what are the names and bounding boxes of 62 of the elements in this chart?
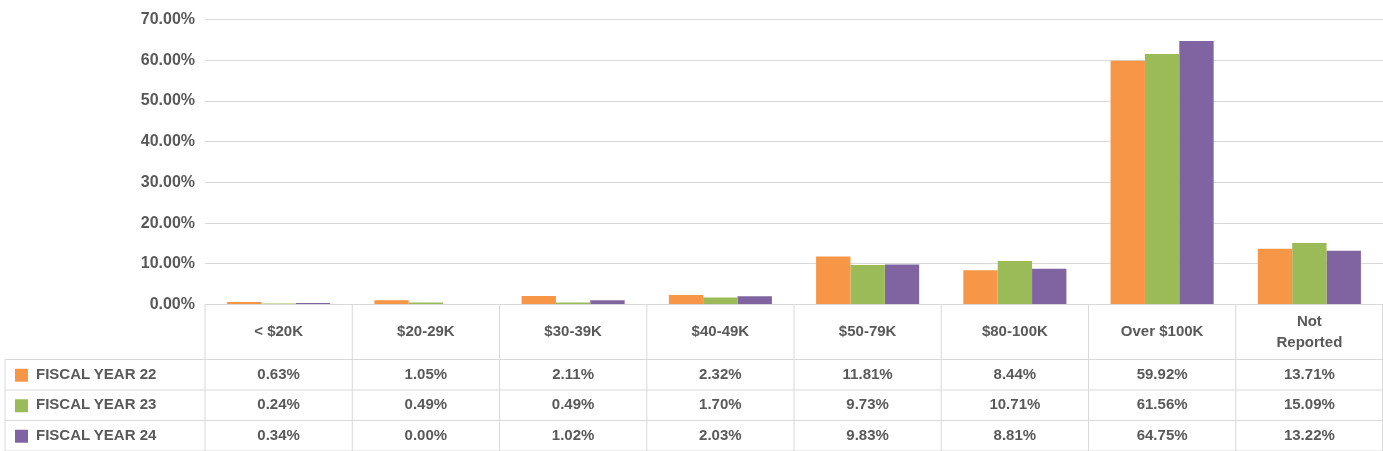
x-tick-label: $40-49K bbox=[691, 322, 750, 340]
y-tick-label: 10.00% bbox=[140, 254, 195, 272]
y-tick-label: 40.00% bbox=[140, 132, 195, 150]
bar bbox=[521, 295, 556, 304]
bar bbox=[703, 297, 738, 304]
data-label: 2.03% bbox=[699, 425, 742, 443]
legend-label: FISCAL YEAR 23 bbox=[36, 395, 157, 413]
data-label: 1.70% bbox=[699, 395, 742, 413]
x-tick-label: $20-29K bbox=[397, 322, 455, 340]
bar bbox=[816, 256, 851, 304]
bar bbox=[997, 260, 1033, 304]
bar bbox=[1110, 60, 1145, 304]
bar bbox=[1257, 248, 1293, 304]
y-tick-label: 70.00% bbox=[140, 10, 195, 28]
data-label: 8.44% bbox=[993, 364, 1037, 382]
y-tick-label: 30.00% bbox=[140, 172, 195, 190]
data-label: 0.00% bbox=[404, 425, 448, 443]
data-label: 0.24% bbox=[257, 395, 300, 413]
x-tick-label: $50-79K bbox=[838, 322, 897, 340]
data-label: 0.34% bbox=[257, 425, 300, 443]
y-tick-label: 0.00% bbox=[149, 294, 195, 312]
bar bbox=[590, 300, 625, 304]
data-label: 0.49% bbox=[404, 395, 448, 413]
data-label: 1.05% bbox=[404, 364, 448, 382]
data-label: 11.81% bbox=[842, 364, 893, 382]
data-label: 59.92% bbox=[1136, 364, 1188, 382]
legend-label: FISCAL YEAR 22 bbox=[36, 364, 157, 382]
data-label: 13.22% bbox=[1283, 425, 1335, 443]
data-label: 61.56% bbox=[1136, 395, 1188, 413]
bar bbox=[884, 264, 920, 304]
data-label: 2.32% bbox=[699, 364, 742, 382]
x-tick-label: Over $100K bbox=[1120, 322, 1204, 340]
bar bbox=[374, 300, 409, 304]
bar bbox=[1292, 243, 1327, 304]
data-label: 2.11% bbox=[552, 364, 594, 382]
x-tick-label: < $20K bbox=[254, 322, 304, 340]
bar bbox=[963, 270, 998, 304]
data-label: 64.75% bbox=[1136, 425, 1188, 443]
data-label: 9.73% bbox=[846, 395, 889, 413]
bar bbox=[227, 301, 262, 304]
bar bbox=[1326, 250, 1361, 304]
data-label: 0.63% bbox=[257, 364, 300, 382]
data-label: 1.02% bbox=[551, 425, 595, 443]
data-label: 0.49% bbox=[551, 395, 595, 413]
x-tick-label: Not Reported bbox=[1276, 311, 1343, 350]
data-label: 15.09% bbox=[1283, 395, 1335, 413]
bar bbox=[1032, 268, 1067, 304]
y-tick-label: 20.00% bbox=[140, 213, 195, 231]
x-tick-label: $30-39K bbox=[544, 322, 603, 340]
bar bbox=[737, 296, 772, 304]
y-tick-label: 60.00% bbox=[140, 50, 195, 68]
data-label: 8.81% bbox=[993, 425, 1037, 443]
bar bbox=[850, 264, 885, 304]
x-tick-label: $80-100K bbox=[981, 322, 1048, 340]
y-tick-label: 50.00% bbox=[140, 91, 195, 109]
data-label: 10.71% bbox=[989, 395, 1041, 413]
bar bbox=[1179, 40, 1214, 304]
bar bbox=[1144, 53, 1180, 304]
data-label: 9.83% bbox=[846, 425, 889, 443]
bar bbox=[668, 295, 704, 304]
data-label: 13.71% bbox=[1283, 364, 1335, 382]
legend-label: FISCAL YEAR 24 bbox=[36, 425, 157, 443]
